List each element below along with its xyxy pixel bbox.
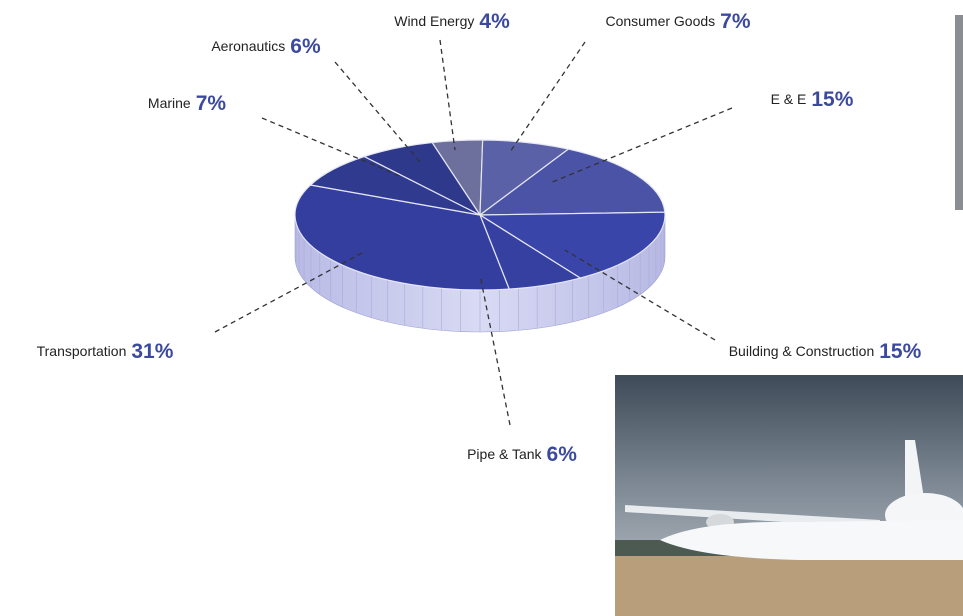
labels: Wind Energy 4% Consumer Goods 7%E & E 15%Bui… (37, 10, 922, 466)
category-name: Consumer Goods (605, 13, 715, 29)
value-label: 7% (720, 10, 751, 33)
leader-line (261, 117, 401, 177)
leader-line (479, 274, 511, 426)
slice-label: Marine 7% (148, 92, 226, 115)
leader-line (334, 61, 421, 163)
value-label: 6% (547, 443, 578, 466)
value-label: 15% (879, 340, 921, 363)
pie (294, 139, 666, 332)
slice-label: Consumer Goods 7% (605, 10, 750, 33)
category-name: Wind Energy (394, 13, 474, 29)
category-name: Building & Construction (729, 343, 875, 359)
leader-line (439, 39, 456, 151)
pie-slice (477, 211, 666, 279)
leader-line (549, 107, 733, 184)
slice-label: E & E 15% (771, 88, 854, 111)
pie-slice (362, 141, 482, 217)
value-label: 31% (131, 340, 173, 363)
slice-label: Transportation 31% (37, 340, 174, 363)
value-label: 15% (811, 88, 853, 111)
leader-line (564, 249, 716, 341)
photo (615, 375, 963, 616)
category-name: Pipe & Tank (467, 446, 542, 462)
photo-strip (955, 15, 963, 210)
leader-line (509, 41, 586, 153)
category-name: Transportation (37, 343, 127, 359)
category-name: Marine (148, 95, 191, 111)
slice-label: Pipe & Tank 6% (467, 443, 577, 466)
slice-label: Aeronautics 6% (211, 35, 321, 58)
value-label: 6% (290, 35, 321, 58)
leader-line (214, 252, 363, 333)
value-label: 4% (479, 10, 510, 33)
category-name: E & E (771, 91, 807, 107)
pie-slice (478, 148, 666, 216)
slice-label: Building & Construction 15% (729, 340, 922, 363)
value-label: 7% (196, 92, 227, 115)
slice-label: Wind Energy 4% (394, 10, 510, 33)
category-name: Aeronautics (211, 38, 285, 54)
